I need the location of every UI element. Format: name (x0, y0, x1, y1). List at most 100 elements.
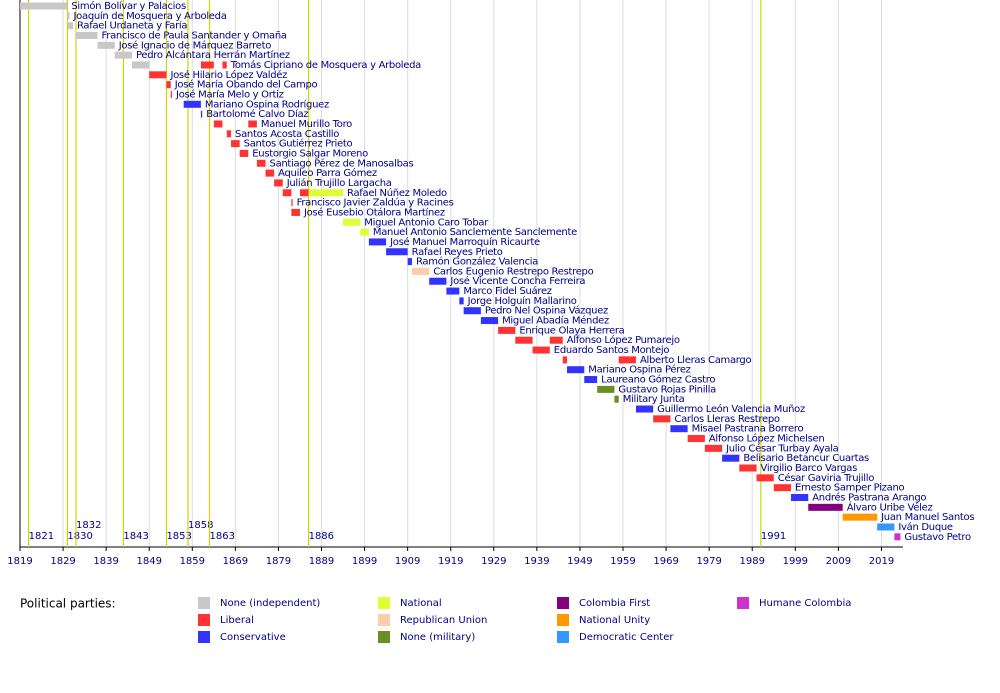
row-label: Carlos Lleras Restrepo (674, 414, 780, 425)
row-label: Andrés Pastrana Arango (812, 492, 926, 504)
legend-label: Liberal (220, 615, 254, 626)
row-label: Gustavo Rojas Pinilla (618, 384, 716, 395)
term-bar (368, 238, 387, 246)
term-bar (722, 454, 740, 462)
term-bar (480, 317, 499, 325)
term-bar (704, 444, 723, 452)
x-tick-label: 1899 (352, 556, 377, 567)
x-tick-label: 1859 (180, 556, 205, 567)
row-label: Santiago Pérez de Manosalbas (270, 157, 414, 169)
row-label: Alberto Lleras Camargo (640, 355, 752, 366)
row-label: Miguel Antonio Caro Tobar (364, 217, 489, 228)
row-label: José Manuel Marroquín Ricaurte (389, 236, 540, 248)
row-label: Rafael Reyes Prieto (412, 247, 503, 258)
term-bar (239, 149, 249, 157)
legend-swatch (737, 597, 749, 609)
row-label: Julián Trujillo Largacha (286, 177, 392, 189)
row-label: José Ignacio de Márquez Barreto (118, 39, 271, 51)
term-bar (670, 425, 688, 433)
term-bar (463, 307, 481, 315)
row-label: Santos Acosta Castillo (235, 129, 339, 140)
row-label: José María Obando del Campo (174, 79, 318, 91)
x-tick-label: 1909 (395, 556, 420, 567)
term-bar (407, 258, 412, 266)
term-bar (567, 366, 585, 374)
marker-label: 1886 (309, 531, 334, 542)
term-bar (756, 474, 774, 482)
term-bar (618, 356, 636, 364)
term-bar (170, 90, 173, 98)
term-bar (532, 346, 550, 354)
legend-label: National (400, 598, 442, 609)
term-bar (791, 494, 809, 501)
row-label: Virgilio Barco Vargas (761, 463, 858, 474)
term-bar (515, 336, 533, 344)
row-label: Mariano Ospina Pérez (588, 364, 690, 376)
legend-swatch (557, 597, 569, 609)
row-label: Aquileo Parra Gómez (278, 167, 377, 179)
term-bar (635, 405, 654, 413)
row-label: Santos Gutiérrez Prieto (244, 138, 353, 150)
row-label: Miguel Abadía Méndez (502, 315, 609, 327)
term-bar (97, 41, 115, 49)
x-tick-label: 1989 (740, 556, 765, 567)
x-tick-label: 1949 (567, 556, 592, 567)
term-bar (653, 415, 671, 423)
row-label: Alfonso López Michelsen (709, 433, 825, 445)
row-label: Joaquín de Mosquera y Arboleda (73, 10, 227, 22)
x-tick-label: 1919 (438, 556, 463, 567)
term-bar (67, 12, 70, 20)
term-bar (360, 228, 369, 236)
row-label: Guillermo León Valencia Muñoz (657, 403, 805, 415)
term-bar (213, 120, 223, 128)
term-bar (597, 385, 615, 393)
row-label: Eustorgio Salgar Moreno (252, 148, 368, 159)
legend-swatch (378, 597, 390, 609)
term-bar (459, 297, 464, 305)
legend-swatch (557, 614, 569, 626)
term-bar (429, 277, 447, 285)
term-bar (75, 31, 98, 39)
row-label: José Vicente Concha Ferreira (449, 275, 585, 287)
term-bar (200, 61, 214, 69)
x-tick-label: 1829 (50, 556, 75, 567)
marker-label: 1843 (123, 531, 148, 542)
term-bar (256, 159, 266, 167)
row-label: José Hilario López Valdéz (169, 69, 287, 81)
marker-label: 1821 (29, 531, 54, 542)
x-tick-label: 2009 (826, 556, 851, 567)
term-bar (842, 513, 878, 521)
term-bar (114, 51, 132, 59)
row-label: Ernesto Samper Pizano (795, 483, 904, 494)
term-bar (877, 523, 895, 531)
term-bar (562, 356, 568, 364)
term-bar (282, 189, 292, 197)
term-bar (291, 199, 293, 207)
term-bar (131, 61, 150, 69)
row-label: Misael Pastrana Borrero (692, 424, 804, 435)
x-tick-label: 1939 (524, 556, 549, 567)
term-bar (773, 484, 792, 492)
marker-label: 1863 (210, 531, 235, 542)
term-bar (498, 326, 516, 334)
legend-swatch (198, 631, 210, 643)
marker-label: 1830 (67, 531, 92, 542)
row-label: José Eusebio Otálora Martínez (303, 206, 445, 218)
row-label: Gustavo Petro (904, 532, 971, 543)
legend-swatch (378, 631, 390, 643)
x-tick-label: 1929 (481, 556, 506, 567)
x-tick-label: 1969 (653, 556, 678, 567)
row-label: Ramón González Valencia (416, 256, 538, 268)
term-bar (226, 130, 232, 138)
marker-label: 1832 (76, 520, 101, 531)
term-bar (614, 395, 619, 403)
x-tick-label: 1869 (223, 556, 248, 567)
row-label: Manuel Murillo Toro (261, 119, 352, 130)
term-bar (808, 503, 843, 511)
row-label: Álvaro Uribe Vélez (847, 500, 933, 513)
legend-title: Political parties: (20, 597, 116, 611)
x-tick-label: 1959 (610, 556, 635, 567)
term-bar (149, 71, 167, 79)
row-label: Iván Duque (898, 521, 953, 533)
row-label: Rafael Núñez Moledo (347, 187, 447, 199)
